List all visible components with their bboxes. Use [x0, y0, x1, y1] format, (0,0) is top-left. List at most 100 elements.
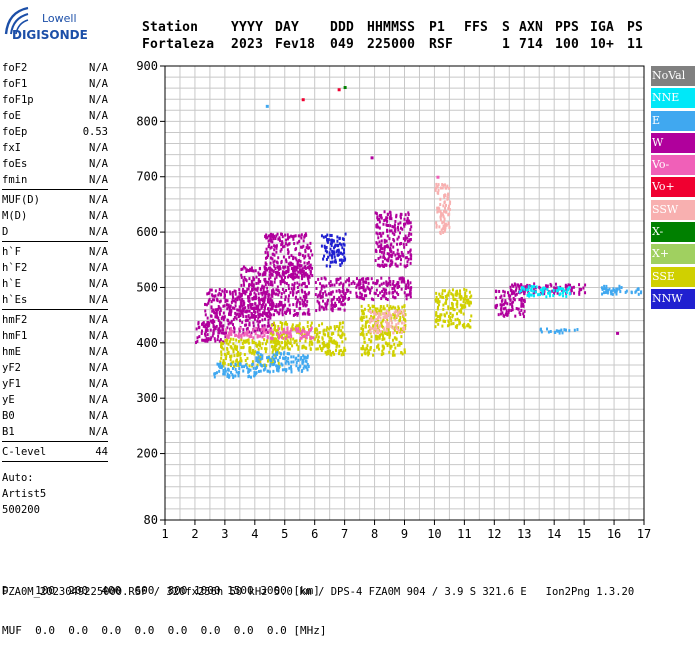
data-point-sse: [265, 364, 268, 368]
data-point-sse: [373, 348, 376, 352]
data-point-w: [301, 245, 304, 249]
data-point-w: [278, 274, 281, 278]
data-point-w: [347, 277, 350, 281]
data-point-w: [404, 237, 407, 241]
data-point-w: [249, 290, 252, 294]
data-point-sse: [451, 304, 454, 308]
x-tick-label: 5: [281, 527, 288, 541]
data-point-w: [234, 297, 237, 301]
data-point-sse: [388, 335, 391, 339]
data-point-nnw: [331, 238, 334, 242]
logo-arc-middle: [10, 13, 29, 35]
data-point-sse: [463, 322, 466, 326]
data-point-w: [275, 275, 278, 279]
data-point-vo: [262, 331, 265, 335]
data-point-sse: [380, 321, 383, 325]
data-point-w: [386, 234, 389, 238]
data-point-w: [196, 336, 199, 340]
data-point-w: [301, 267, 304, 271]
data-point-w: [258, 300, 261, 304]
data-point-e: [234, 367, 237, 371]
data-point-e: [221, 364, 224, 368]
data-point-w: [383, 245, 386, 249]
data-point-ssw: [397, 321, 400, 325]
data-point-sse: [295, 324, 298, 328]
data-point-e: [637, 287, 640, 291]
data-point-sse: [451, 302, 454, 306]
data-point-w: [361, 286, 364, 290]
data-point-w: [257, 298, 260, 302]
data-point-w: [306, 285, 309, 289]
data-point-w: [257, 296, 260, 300]
data-point-w: [564, 285, 567, 289]
data-point-w: [370, 277, 373, 281]
param-value: N/A: [89, 330, 108, 342]
data-point-w: [326, 298, 329, 302]
data-point-w: [250, 313, 253, 317]
param-row: C-level 44: [2, 444, 108, 460]
data-point-ssw: [391, 321, 394, 325]
data-point-w: [204, 302, 207, 306]
data-point-w: [240, 311, 243, 315]
data-point-w: [219, 293, 222, 297]
data-point-sse: [261, 342, 264, 346]
data-point-sse: [377, 347, 380, 351]
param-row: yF2 N/A: [2, 360, 108, 376]
data-point-w: [287, 262, 290, 266]
data-point-w: [281, 308, 284, 312]
data-point-e: [618, 284, 621, 288]
data-point-w: [511, 283, 514, 287]
data-point-w: [379, 244, 382, 248]
data-point-w: [256, 286, 259, 290]
data-point-w: [204, 309, 207, 313]
data-point-sse: [382, 347, 385, 351]
data-point-w: [212, 321, 215, 325]
data-point-sse: [440, 313, 443, 317]
x-tick-label: 12: [487, 527, 501, 541]
data-point-w: [231, 291, 234, 295]
data-point-w: [509, 302, 512, 306]
data-point-sse: [386, 332, 389, 336]
data-point-w: [228, 321, 231, 325]
data-point-sse: [251, 351, 254, 355]
data-point-w: [266, 286, 269, 290]
data-point-w: [303, 300, 306, 304]
muf-table-distance-row: D 100 200 400 600 800 1000 1500 3000 [km…: [2, 584, 320, 597]
data-point-w: [254, 315, 257, 319]
data-point-w: [224, 299, 227, 303]
data-point-w: [249, 268, 252, 272]
header-label-9: PPS: [555, 20, 580, 35]
data-point-sse: [337, 333, 340, 337]
data-point-w: [409, 295, 412, 299]
data-point-sse: [333, 339, 336, 343]
data-point-e: [224, 367, 227, 371]
data-point-w: [388, 276, 391, 280]
data-point-w: [499, 303, 502, 307]
data-point-sse: [460, 310, 463, 314]
data-point-nnw: [334, 260, 337, 264]
data-point-w: [296, 281, 299, 285]
data-point-w: [270, 280, 273, 284]
param-value: N/A: [89, 362, 108, 374]
data-point-w: [368, 287, 371, 291]
data-point-sse: [437, 318, 440, 322]
data-point-nnw: [325, 250, 328, 254]
data-point-e: [290, 355, 293, 359]
data-point-w: [266, 251, 269, 255]
data-point-w: [287, 287, 290, 291]
data-point-sse: [403, 304, 406, 308]
param-name: h`Es: [2, 294, 28, 306]
data-point-w: [381, 247, 384, 251]
data-point-e: [251, 363, 254, 367]
data-point-w: [247, 314, 250, 318]
data-point-w: [320, 284, 323, 288]
data-point-sse: [317, 335, 320, 339]
data-point-w: [521, 289, 524, 293]
data-point-e: [247, 375, 250, 379]
data-point-ssw: [402, 309, 405, 313]
data-point-w: [348, 283, 351, 287]
data-point-w: [241, 267, 244, 271]
data-point-nne: [522, 286, 525, 290]
data-point-w: [267, 239, 270, 243]
data-point-vo: [279, 331, 282, 335]
